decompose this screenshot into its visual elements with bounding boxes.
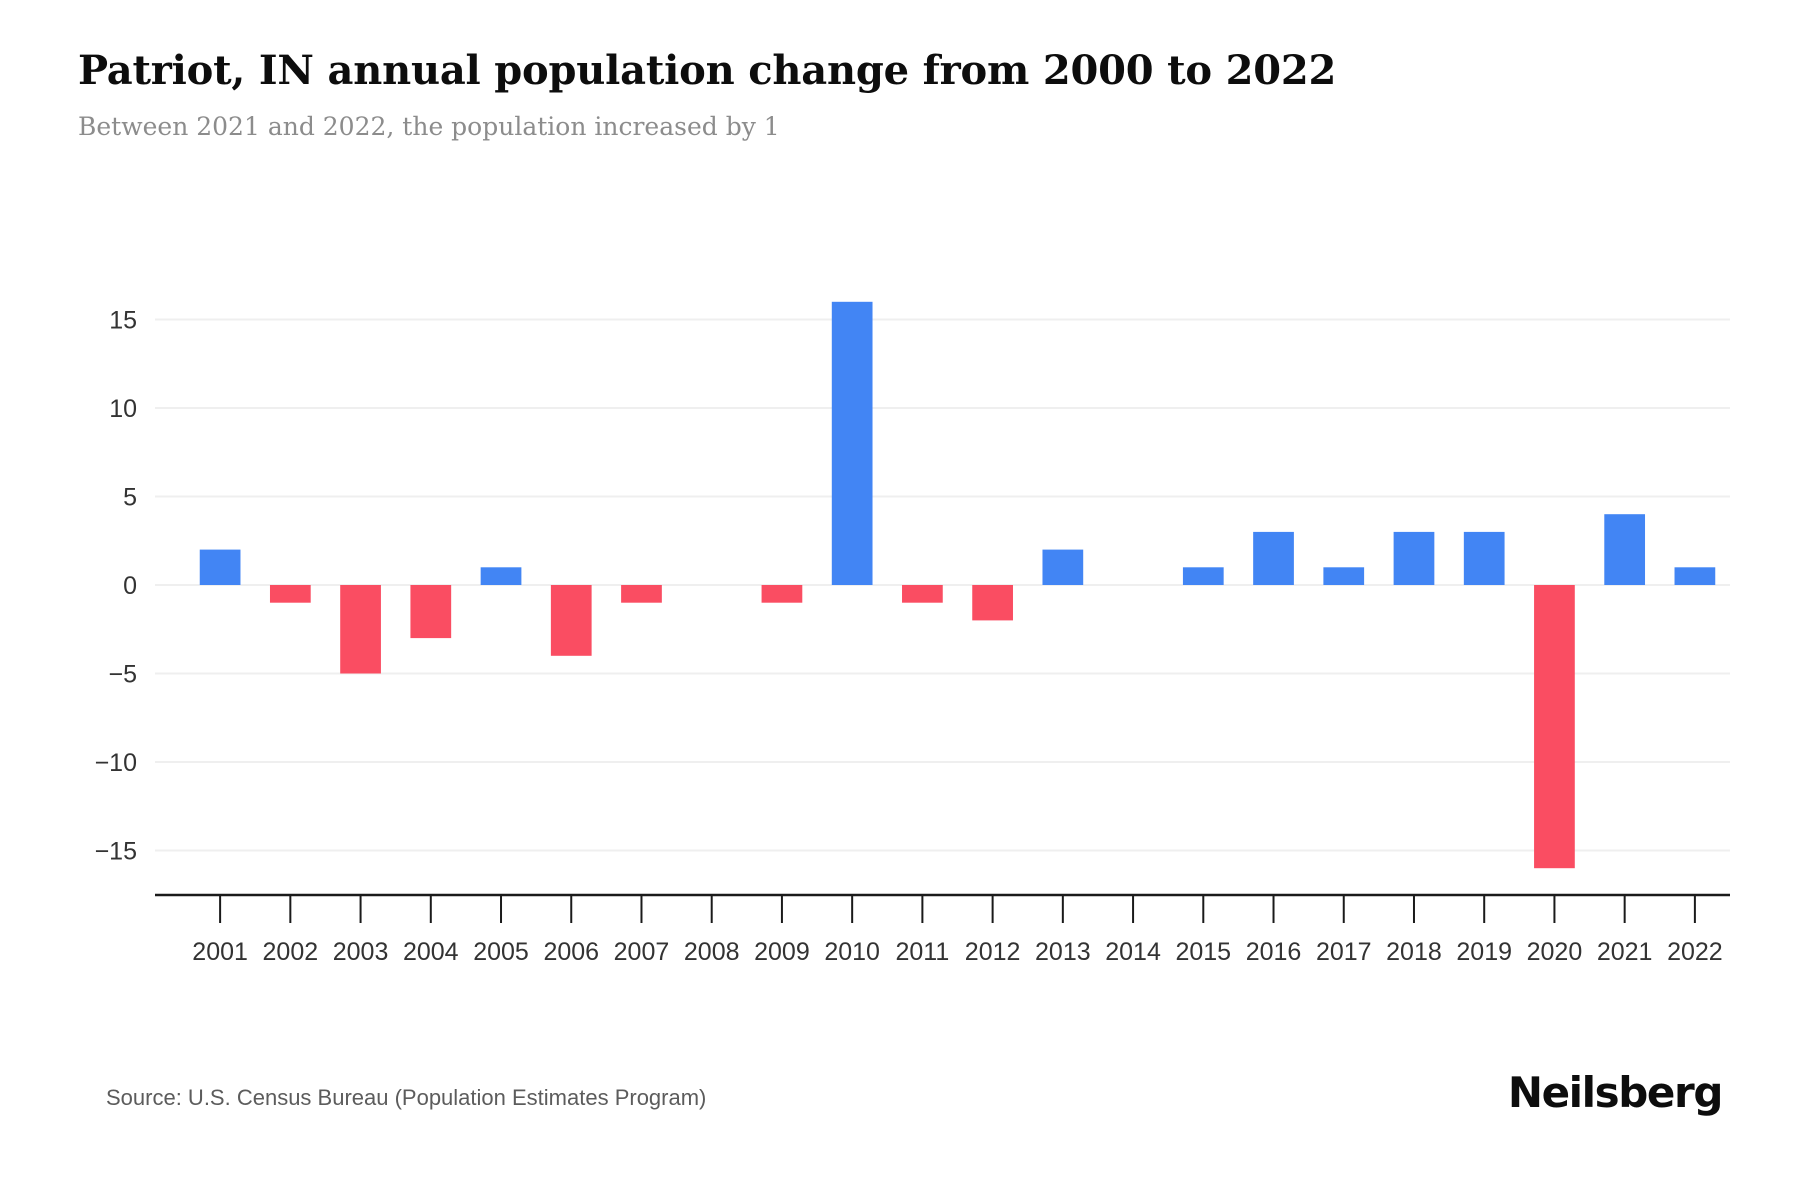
x-axis-tick-label: 2009 <box>754 938 810 966</box>
bar-2020[interactable] <box>1534 585 1575 869</box>
y-axis-tick-label: −10 <box>95 749 137 777</box>
y-axis-tick-label: −15 <box>95 838 137 866</box>
bar-2007[interactable] <box>621 585 662 603</box>
bar-2009[interactable] <box>761 585 803 603</box>
x-axis-tick-label: 2007 <box>614 938 670 966</box>
bar-2021[interactable] <box>1604 514 1646 585</box>
bar-2011[interactable] <box>902 585 943 603</box>
x-axis-tick-label: 2017 <box>1316 938 1372 966</box>
y-axis-tick-label: 5 <box>123 484 137 512</box>
bar-2019[interactable] <box>1463 531 1505 585</box>
x-axis-tick-label: 2003 <box>333 938 389 966</box>
x-axis-tick-label: 2019 <box>1456 938 1512 966</box>
bar-2017[interactable] <box>1323 567 1365 585</box>
brand-logo: Neilsberg <box>1507 1068 1724 1117</box>
x-axis-tick-label: 2008 <box>684 938 740 966</box>
x-axis-tick-label: 2004 <box>403 938 459 966</box>
x-axis-tick-label: 2006 <box>543 938 599 966</box>
bar-2002[interactable] <box>269 585 311 603</box>
x-axis-tick-label: 2020 <box>1527 938 1583 966</box>
x-axis-tick-label: 2015 <box>1175 938 1231 966</box>
x-axis-tick-label: 2022 <box>1667 938 1723 966</box>
bar-2016[interactable] <box>1253 531 1294 585</box>
bar-2022[interactable] <box>1674 567 1716 585</box>
x-axis-tick-label: 2016 <box>1246 938 1302 966</box>
y-axis-tick-label: −5 <box>108 661 137 689</box>
x-axis-tick-label: 2018 <box>1386 938 1442 966</box>
bar-2001[interactable] <box>199 549 241 585</box>
x-axis-tick-label: 2013 <box>1035 938 1091 966</box>
bar-2004[interactable] <box>410 585 452 639</box>
bar-2013[interactable] <box>1042 549 1084 585</box>
source-note: Source: U.S. Census Bureau (Population E… <box>106 1085 707 1110</box>
x-axis-tick-label: 2012 <box>965 938 1021 966</box>
bar-2006[interactable] <box>550 585 592 656</box>
x-axis-tick-label: 2014 <box>1105 938 1161 966</box>
bar-2010[interactable] <box>831 301 873 585</box>
chart-subtitle: Between 2021 and 2022, the population in… <box>78 112 780 141</box>
x-axis-tick-label: 2021 <box>1597 938 1653 966</box>
x-axis-tick-label: 2001 <box>192 938 248 966</box>
y-axis-tick-label: 15 <box>109 307 137 335</box>
bar-2012[interactable] <box>972 585 1013 621</box>
x-axis-tick-label: 2010 <box>824 938 880 966</box>
y-axis-tick-label: 0 <box>123 572 137 600</box>
x-axis-tick-label: 2002 <box>263 938 319 966</box>
x-axis-tick-label: 2011 <box>896 938 950 966</box>
chart-header: Patriot, IN annual population change fro… <box>78 47 1718 142</box>
bar-2015[interactable] <box>1182 567 1224 585</box>
y-axis-tick-label: 10 <box>109 395 137 423</box>
bar-2005[interactable] <box>480 567 522 585</box>
bar-2003[interactable] <box>340 585 381 674</box>
bar-2018[interactable] <box>1393 531 1435 585</box>
page-title: Patriot, IN annual population change fro… <box>78 47 1337 94</box>
x-axis-tick-label: 2005 <box>473 938 529 966</box>
